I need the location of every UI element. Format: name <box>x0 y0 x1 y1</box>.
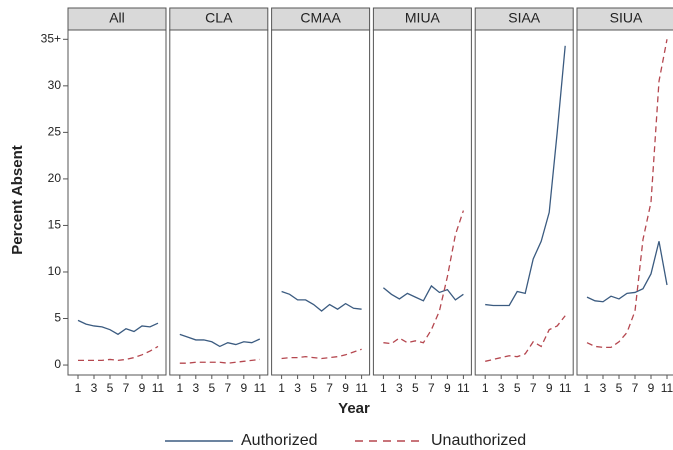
panel-title: SIUA <box>610 10 643 26</box>
legend-label: Unauthorized <box>431 432 526 449</box>
series-line <box>485 315 566 362</box>
x-tick-label: 11 <box>152 381 165 395</box>
x-axis-label: Year <box>338 400 370 417</box>
panel-frame <box>474 29 574 376</box>
x-tick-label: 9 <box>444 381 451 395</box>
x-tick-label: 3 <box>600 381 607 395</box>
x-tick-label: 9 <box>648 381 655 395</box>
panel-frame <box>67 29 167 376</box>
panel-frame <box>372 29 472 376</box>
x-tick-label: 5 <box>412 381 419 395</box>
x-tick-label: 11 <box>559 381 572 395</box>
x-tick-label: 1 <box>75 381 82 395</box>
series-line <box>281 290 362 312</box>
x-tick-label: 9 <box>546 381 553 395</box>
x-tick-label: 9 <box>139 381 146 395</box>
x-tick-label: 7 <box>632 381 639 395</box>
x-tick-label: 7 <box>428 381 435 395</box>
y-tick-label: 10 <box>48 264 62 278</box>
x-tick-label: 5 <box>107 381 114 395</box>
panel-frame <box>271 29 371 376</box>
x-tick-label: 1 <box>584 381 591 395</box>
x-tick-label: 7 <box>224 381 231 395</box>
panel-title: MIUA <box>405 10 441 26</box>
x-tick-label: 3 <box>498 381 505 395</box>
series-line <box>77 319 159 336</box>
y-tick-label: 35+ <box>41 31 61 45</box>
x-tick-label: 3 <box>396 381 403 395</box>
y-tick-label: 15 <box>48 218 62 232</box>
x-tick-label: 11 <box>457 381 470 395</box>
panel-frame <box>576 29 673 376</box>
x-tick-label: 5 <box>208 381 215 395</box>
series-line <box>281 348 362 360</box>
x-tick-label: 11 <box>355 381 368 395</box>
series-line <box>586 241 668 303</box>
x-tick-label: 11 <box>661 381 673 395</box>
y-tick-label: 5 <box>54 311 61 325</box>
series-line <box>586 39 668 349</box>
panel-title: All <box>109 10 125 26</box>
x-tick-label: 5 <box>310 381 317 395</box>
x-tick-label: 5 <box>514 381 521 395</box>
x-tick-label: 1 <box>176 381 183 395</box>
y-tick-label: 30 <box>48 78 62 92</box>
y-tick-label: 20 <box>48 171 62 185</box>
x-tick-label: 3 <box>91 381 98 395</box>
y-axis-label: Percent Absent <box>9 145 26 254</box>
x-tick-label: 9 <box>342 381 349 395</box>
x-tick-label: 3 <box>294 381 301 395</box>
x-tick-label: 9 <box>240 381 247 395</box>
x-tick-label: 7 <box>530 381 537 395</box>
x-tick-label: 5 <box>616 381 623 395</box>
x-tick-label: 1 <box>380 381 387 395</box>
x-tick-label: 7 <box>123 381 130 395</box>
series-line <box>382 284 464 302</box>
panel-frame <box>169 29 269 376</box>
x-tick-label: 1 <box>482 381 489 395</box>
legend-label: Authorized <box>241 432 318 449</box>
x-tick-label: 11 <box>254 381 267 395</box>
x-tick-label: 7 <box>326 381 333 395</box>
panel-title: SIAA <box>508 10 541 26</box>
series-line <box>78 345 159 362</box>
series-line <box>485 45 566 307</box>
series-line <box>179 358 260 364</box>
panel-title: CMAA <box>300 10 341 26</box>
series-line <box>383 210 465 345</box>
y-tick-label: 0 <box>54 357 61 371</box>
x-tick-label: 3 <box>192 381 199 395</box>
y-tick-label: 25 <box>48 125 62 139</box>
x-tick-label: 1 <box>278 381 285 395</box>
series-line <box>179 333 261 348</box>
panel-title: CLA <box>205 10 233 26</box>
